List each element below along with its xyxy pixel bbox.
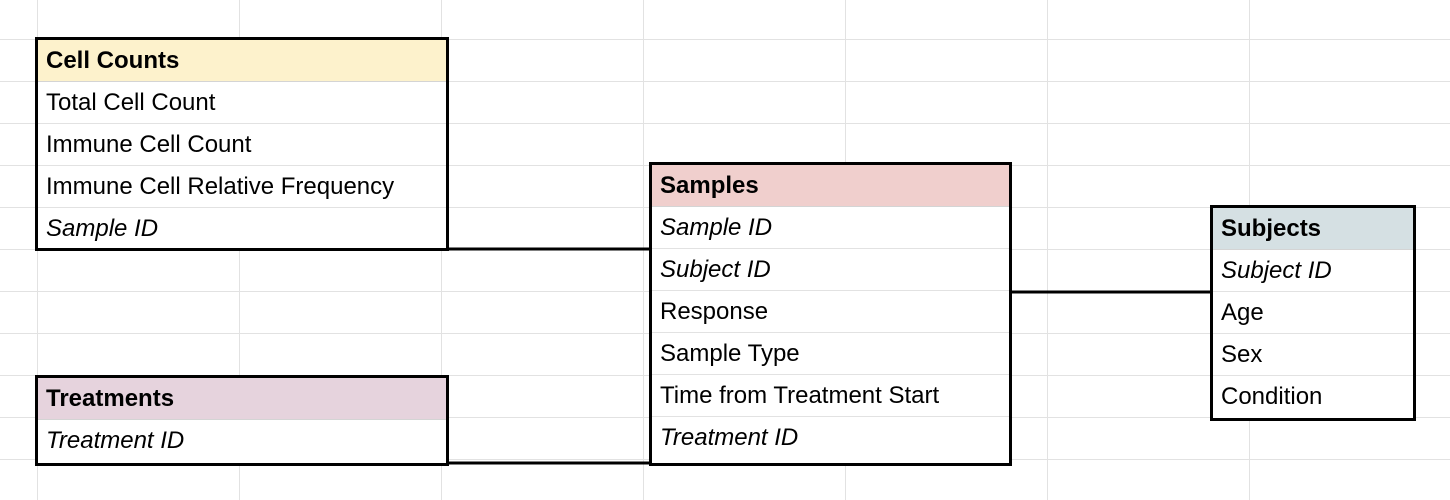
field-sex: Sex [1213, 334, 1413, 376]
field-time-from-treatment-start: Time from Treatment Start [652, 375, 1009, 417]
field-condition: Condition [1221, 383, 1323, 410]
field-immune-cell-count: Immune Cell Count [38, 124, 446, 166]
field-immune-cell-relative-frequency: Immune Cell Relative Frequency [38, 166, 446, 208]
entity-cell-counts-title: Cell Counts [38, 40, 446, 82]
entity-samples-title: Samples [652, 165, 1009, 207]
field-subject-id: Subject ID [652, 249, 1009, 291]
field-total-cell-count: Total Cell Count [38, 82, 446, 124]
entity-samples: Samples Sample ID Subject ID Response Sa… [649, 162, 1012, 466]
field-sample-id: Sample ID [46, 215, 159, 242]
field-age: Age [1213, 292, 1413, 334]
entity-treatments-title: Treatments [38, 378, 446, 420]
field-treatment-id: Treatment ID [46, 427, 185, 454]
entity-cell-counts: Cell Counts Total Cell Count Immune Cell… [35, 37, 449, 251]
entity-subjects: Subjects Subject ID Age Sex Condition [1210, 205, 1416, 421]
field-response: Response [652, 291, 1009, 333]
field-treatment-id: Treatment ID [660, 424, 799, 451]
entity-subjects-title: Subjects [1213, 208, 1413, 250]
field-subject-id: Subject ID [1213, 250, 1413, 292]
field-sample-id: Sample ID [652, 207, 1009, 249]
entity-treatments: Treatments Treatment ID [35, 375, 449, 466]
field-sample-type: Sample Type [652, 333, 1009, 375]
